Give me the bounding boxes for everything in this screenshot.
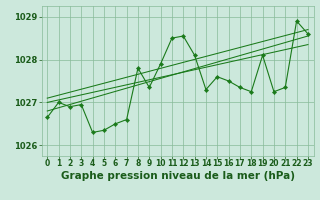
X-axis label: Graphe pression niveau de la mer (hPa): Graphe pression niveau de la mer (hPa) [60,171,295,181]
